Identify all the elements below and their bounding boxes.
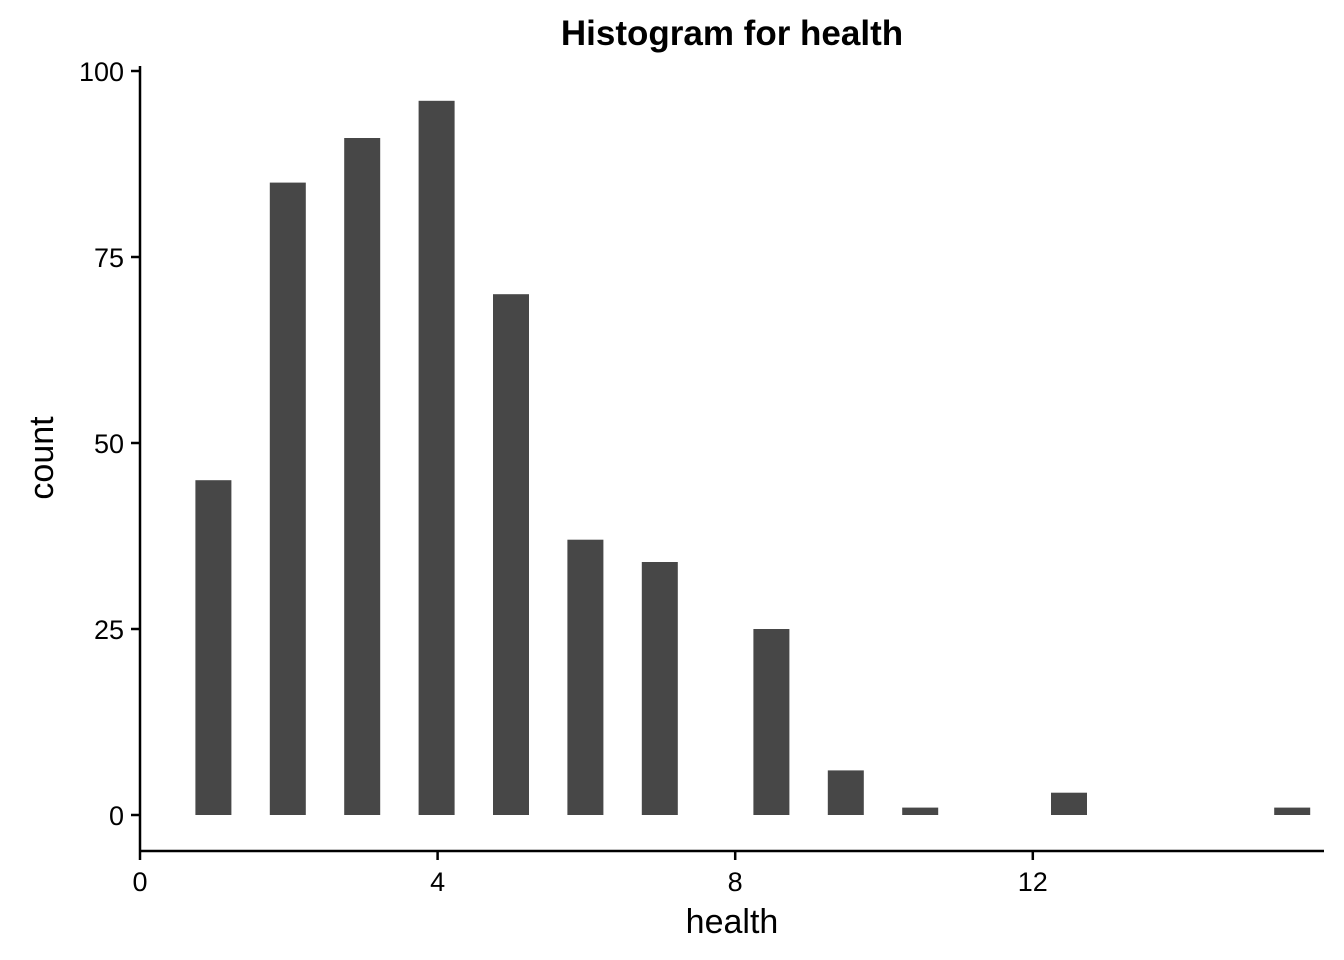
y-axis-label: count xyxy=(23,416,61,500)
x-tick-label: 12 xyxy=(1018,867,1048,897)
histogram-bar xyxy=(269,182,306,816)
histogram-bar xyxy=(418,100,455,816)
x-tick-label: 0 xyxy=(132,867,147,897)
histogram-bar xyxy=(902,807,939,815)
histogram-bar xyxy=(493,294,529,815)
histogram-bar xyxy=(195,480,232,815)
y-tick-label: 75 xyxy=(94,243,124,273)
x-tick-label: 4 xyxy=(430,867,445,897)
chart-title: Histogram for health xyxy=(561,14,903,53)
histogram-bar xyxy=(641,562,678,815)
histogram-bar xyxy=(344,138,381,815)
y-tick-label: 0 xyxy=(109,801,124,831)
histogram-bar xyxy=(1274,807,1311,815)
bars-group xyxy=(195,100,1311,816)
histogram-bar xyxy=(567,539,604,815)
y-tick-label: 100 xyxy=(79,57,124,87)
histogram-bar xyxy=(827,770,864,815)
y-tick-label: 25 xyxy=(94,615,124,645)
histogram-bar xyxy=(753,629,790,815)
x-axis-ticks: 0 4 8 12 xyxy=(132,851,1048,897)
y-tick-label: 50 xyxy=(94,429,124,459)
x-axis-label: health xyxy=(686,903,779,941)
x-tick-label: 8 xyxy=(728,867,743,897)
y-axis-ticks: 0 25 50 75 100 xyxy=(79,57,140,831)
histogram-bar xyxy=(1051,792,1087,815)
